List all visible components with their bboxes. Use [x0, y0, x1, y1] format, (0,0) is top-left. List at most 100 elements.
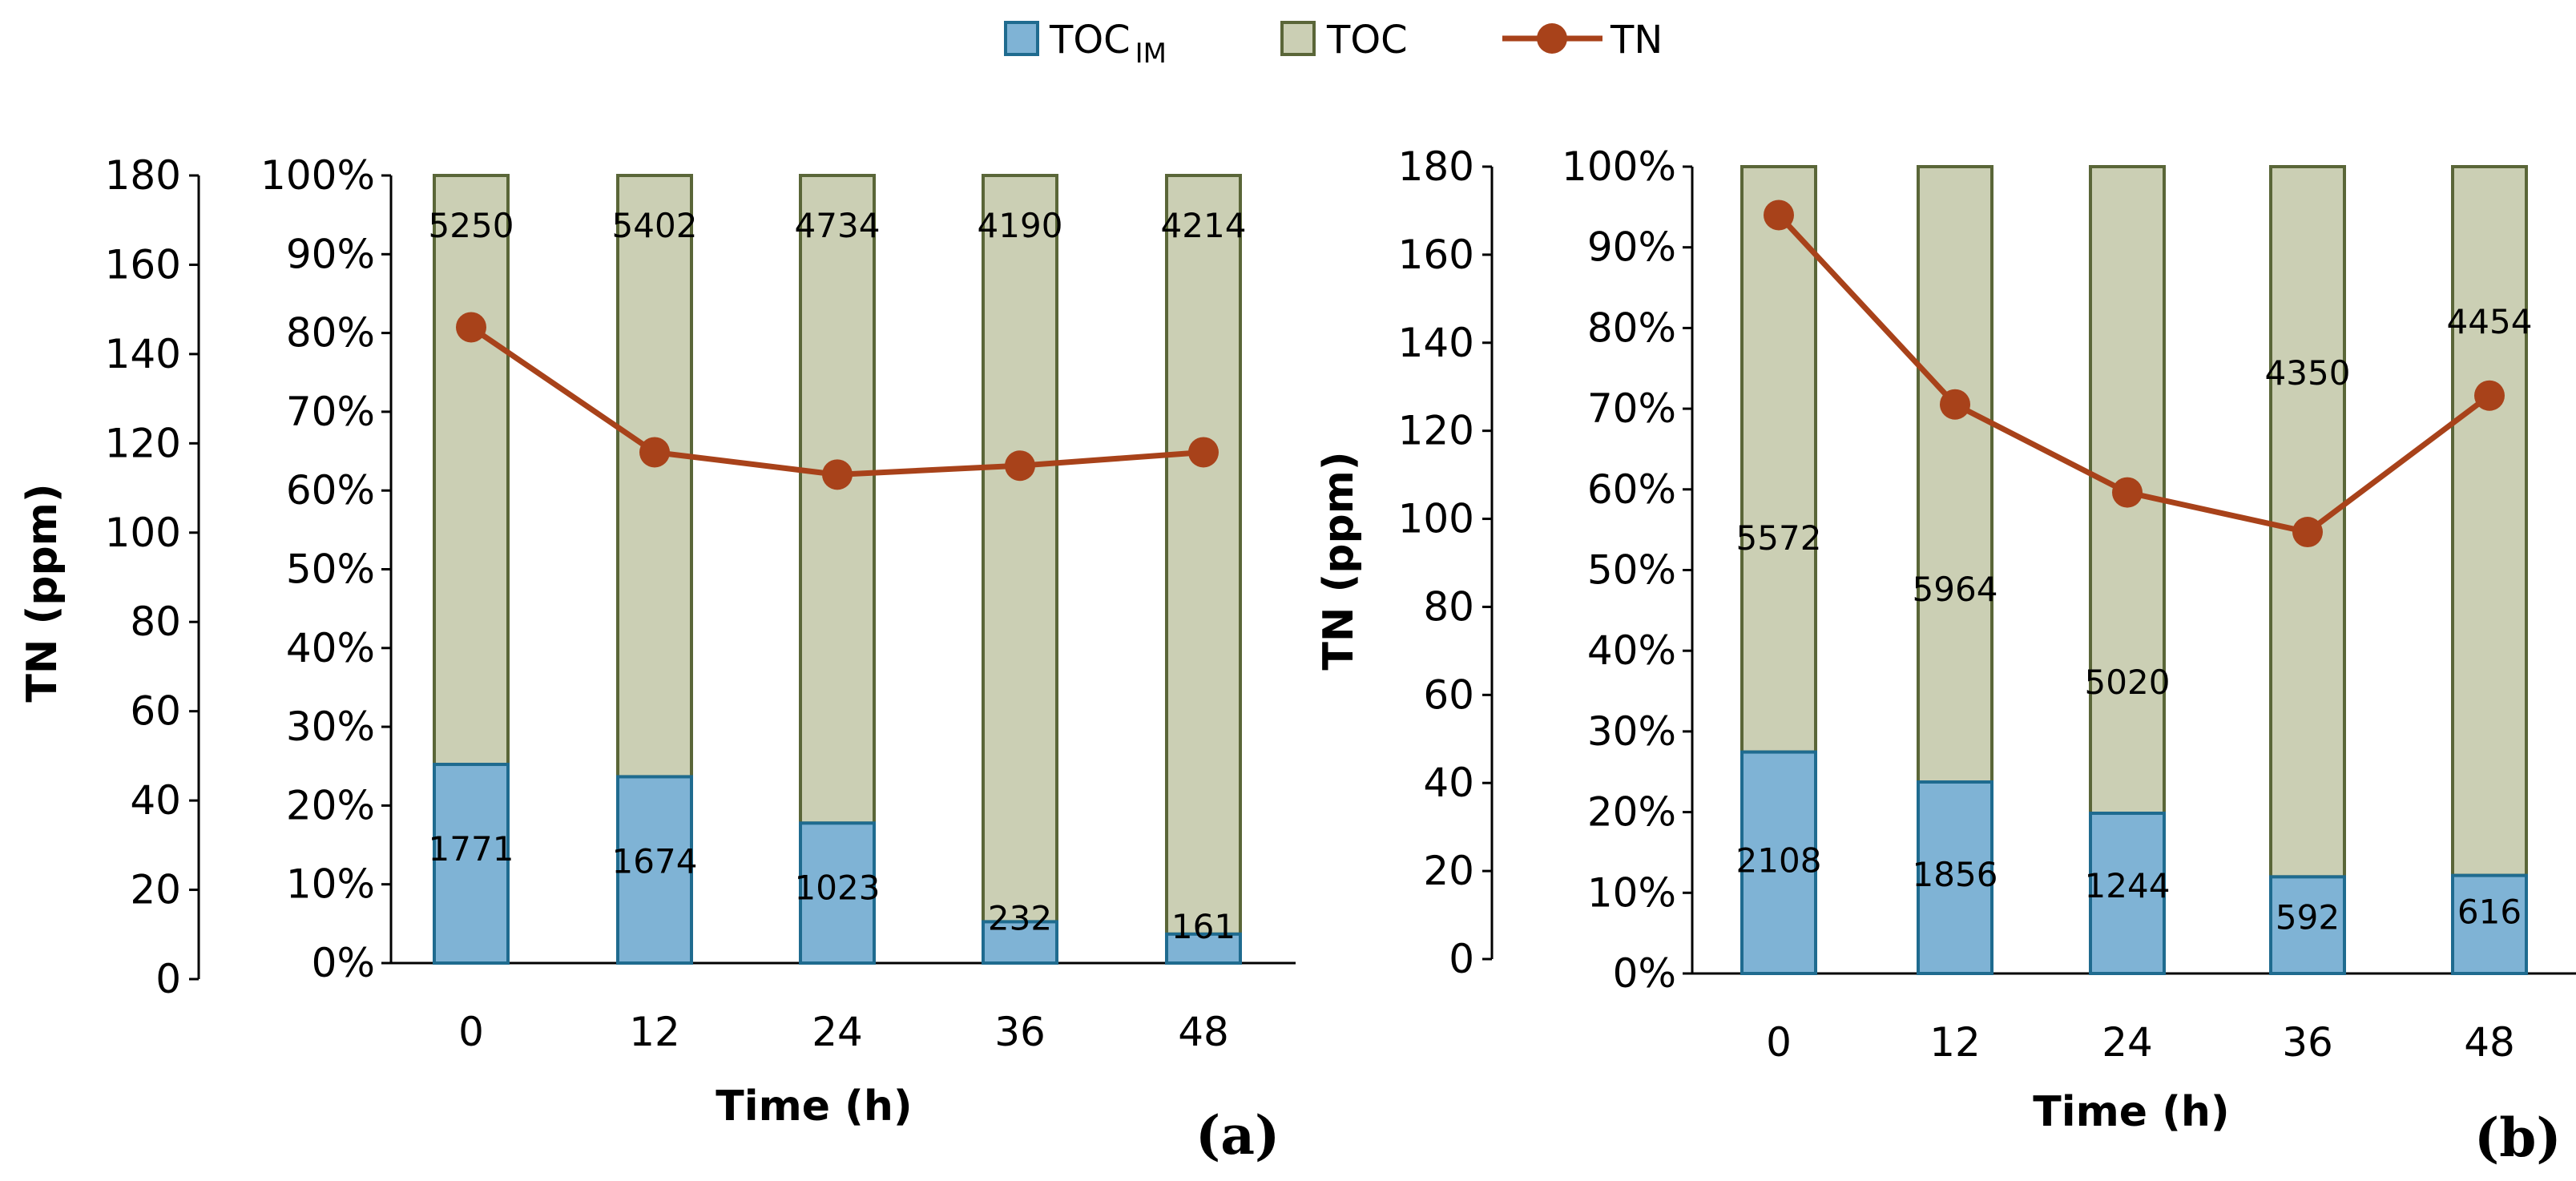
x-axis-tick-label: 24: [2102, 1019, 2153, 1066]
tn-point: [1764, 200, 1794, 231]
data-label-toc: 4214: [1161, 206, 1247, 245]
percent-axis-tick-label: 90%: [1587, 224, 1676, 271]
tn-point: [1940, 389, 1970, 420]
tn-point: [639, 437, 670, 468]
legend-label-toc: TOC: [1326, 18, 1408, 62]
legend-swatch-toc: [1280, 21, 1316, 56]
percent-axis-tick-label: 90%: [286, 231, 375, 277]
data-label-toc-im: 1771: [429, 829, 514, 869]
bar-toc-im: [1740, 750, 1817, 975]
tn-axis-tick-label: 60: [130, 688, 181, 735]
x-axis-title: Time (h): [2033, 1088, 2229, 1136]
bar-toc-im: [982, 920, 1058, 965]
bar-toc: [433, 174, 510, 767]
percent-axis-tick-label: 70%: [1587, 385, 1676, 432]
bar-toc: [982, 174, 1058, 924]
tn-axis-tick-label: 120: [105, 420, 181, 466]
data-label-toc: 4454: [2447, 302, 2533, 341]
percent-axis-tick-label: 0%: [1613, 950, 1676, 997]
panel-b: 0204060801001201401601800%10%20%30%40%50…: [1315, 143, 2576, 1169]
tn-axis-tick-label: 180: [105, 152, 181, 199]
tn-point: [2474, 380, 2505, 411]
percent-axis-tick-label: 80%: [286, 310, 375, 357]
bar-toc-im: [1917, 780, 1993, 976]
percent-axis-tick-label: 60%: [286, 467, 375, 514]
bar-toc-im: [616, 775, 693, 965]
tn-axis-tick-label: 140: [1398, 320, 1474, 366]
data-label-toc: 5020: [2085, 663, 2171, 702]
bar-toc: [616, 174, 693, 779]
tn-axis-tick-label: 40: [130, 777, 181, 824]
y-axis-title: TN (ppm): [1315, 451, 1363, 670]
data-label-toc: 5572: [1736, 518, 1822, 558]
data-label-toc-im: 1244: [2085, 866, 2171, 905]
percent-axis-tick-label: 60%: [1587, 466, 1676, 513]
y-axis-title: TN (ppm): [18, 483, 67, 702]
percent-axis-tick-label: 10%: [1587, 869, 1676, 916]
percent-axis-tick-label: 30%: [286, 703, 375, 750]
legend-label-toc-im: TOC IM: [1049, 18, 1167, 70]
percent-axis-tick-label: 50%: [286, 546, 375, 593]
bar-toc: [1740, 165, 1817, 754]
data-label-toc-im: 2108: [1736, 841, 1822, 881]
x-axis-tick-label: 24: [812, 1009, 863, 1055]
bar-toc: [1165, 174, 1242, 936]
tn-axis-tick-label: 80: [130, 599, 181, 645]
data-label-toc-im: 1856: [1913, 855, 1998, 894]
x-axis-tick-label: 36: [2282, 1019, 2333, 1066]
percent-axis-tick-label: 100%: [260, 152, 375, 199]
tn-point: [822, 459, 853, 490]
tn-axis-tick-label: 60: [1423, 671, 1474, 718]
bar-toc-im: [2269, 875, 2346, 976]
bar-toc-im: [2451, 873, 2528, 976]
x-axis-tick-label: 12: [1929, 1019, 1981, 1066]
legend-swatch-toc-im: [1004, 21, 1039, 56]
data-label-toc-im: 161: [1171, 907, 1236, 946]
tn-axis-tick-label: 160: [105, 241, 181, 288]
percent-axis-tick-label: 20%: [1587, 789, 1676, 836]
x-axis-title: Time (h): [716, 1082, 912, 1131]
tn-point: [1005, 450, 1035, 482]
data-label-toc: 5402: [612, 206, 698, 245]
percent-axis-tick-label: 70%: [286, 389, 375, 435]
data-label-toc-im: 232: [988, 898, 1052, 937]
data-label-toc-im: 592: [2276, 897, 2340, 937]
tn-axis-tick-label: 120: [1398, 408, 1474, 454]
panel-label: (b): [2474, 1106, 2562, 1169]
tn-point: [1188, 437, 1219, 468]
bar-toc-im: [2089, 812, 2166, 976]
percent-axis-tick-label: 80%: [1587, 304, 1676, 351]
legend: TOC IM TOC TN: [1004, 18, 1663, 70]
tn-point: [2292, 517, 2323, 548]
tn-axis-tick-label: 0: [1449, 936, 1474, 982]
legend-label-toc-im-main: TOC: [1049, 18, 1131, 62]
x-axis-tick-label: 48: [1178, 1009, 1229, 1055]
tn-axis-tick-label: 0: [155, 956, 181, 1002]
data-label-toc-im: 1674: [612, 841, 698, 881]
percent-axis-tick-label: 40%: [286, 625, 375, 671]
percent-axis-tick-label: 100%: [1562, 143, 1676, 190]
tn-axis-tick-label: 100: [105, 510, 181, 556]
legend-label-toc-im-sub: IM: [1135, 38, 1167, 70]
data-label-toc-im: 1023: [795, 868, 881, 907]
bar-toc: [799, 174, 876, 825]
tn-axis-tick-label: 160: [1398, 232, 1474, 278]
data-label-toc: 5964: [1913, 570, 1998, 609]
tn-point: [2112, 477, 2143, 508]
x-axis-tick-label: 0: [458, 1009, 484, 1055]
bar-toc-im: [433, 763, 510, 965]
bar-toc: [2451, 165, 2528, 877]
data-label-toc: 4190: [978, 206, 1063, 245]
legend-marker-tn: [1537, 23, 1567, 54]
percent-axis-tick-label: 10%: [286, 861, 375, 908]
tn-axis-tick-label: 180: [1398, 143, 1474, 190]
data-label-toc-im: 616: [2457, 893, 2522, 932]
tn-axis-tick-label: 100: [1398, 496, 1474, 542]
percent-axis-tick-label: 30%: [1587, 708, 1676, 755]
tn-axis-tick-label: 20: [1423, 848, 1474, 894]
percent-axis-tick-label: 20%: [286, 782, 375, 828]
legend-label-tn: TN: [1610, 18, 1663, 62]
bar-toc: [1917, 165, 1993, 784]
x-axis-tick-label: 36: [994, 1009, 1046, 1055]
